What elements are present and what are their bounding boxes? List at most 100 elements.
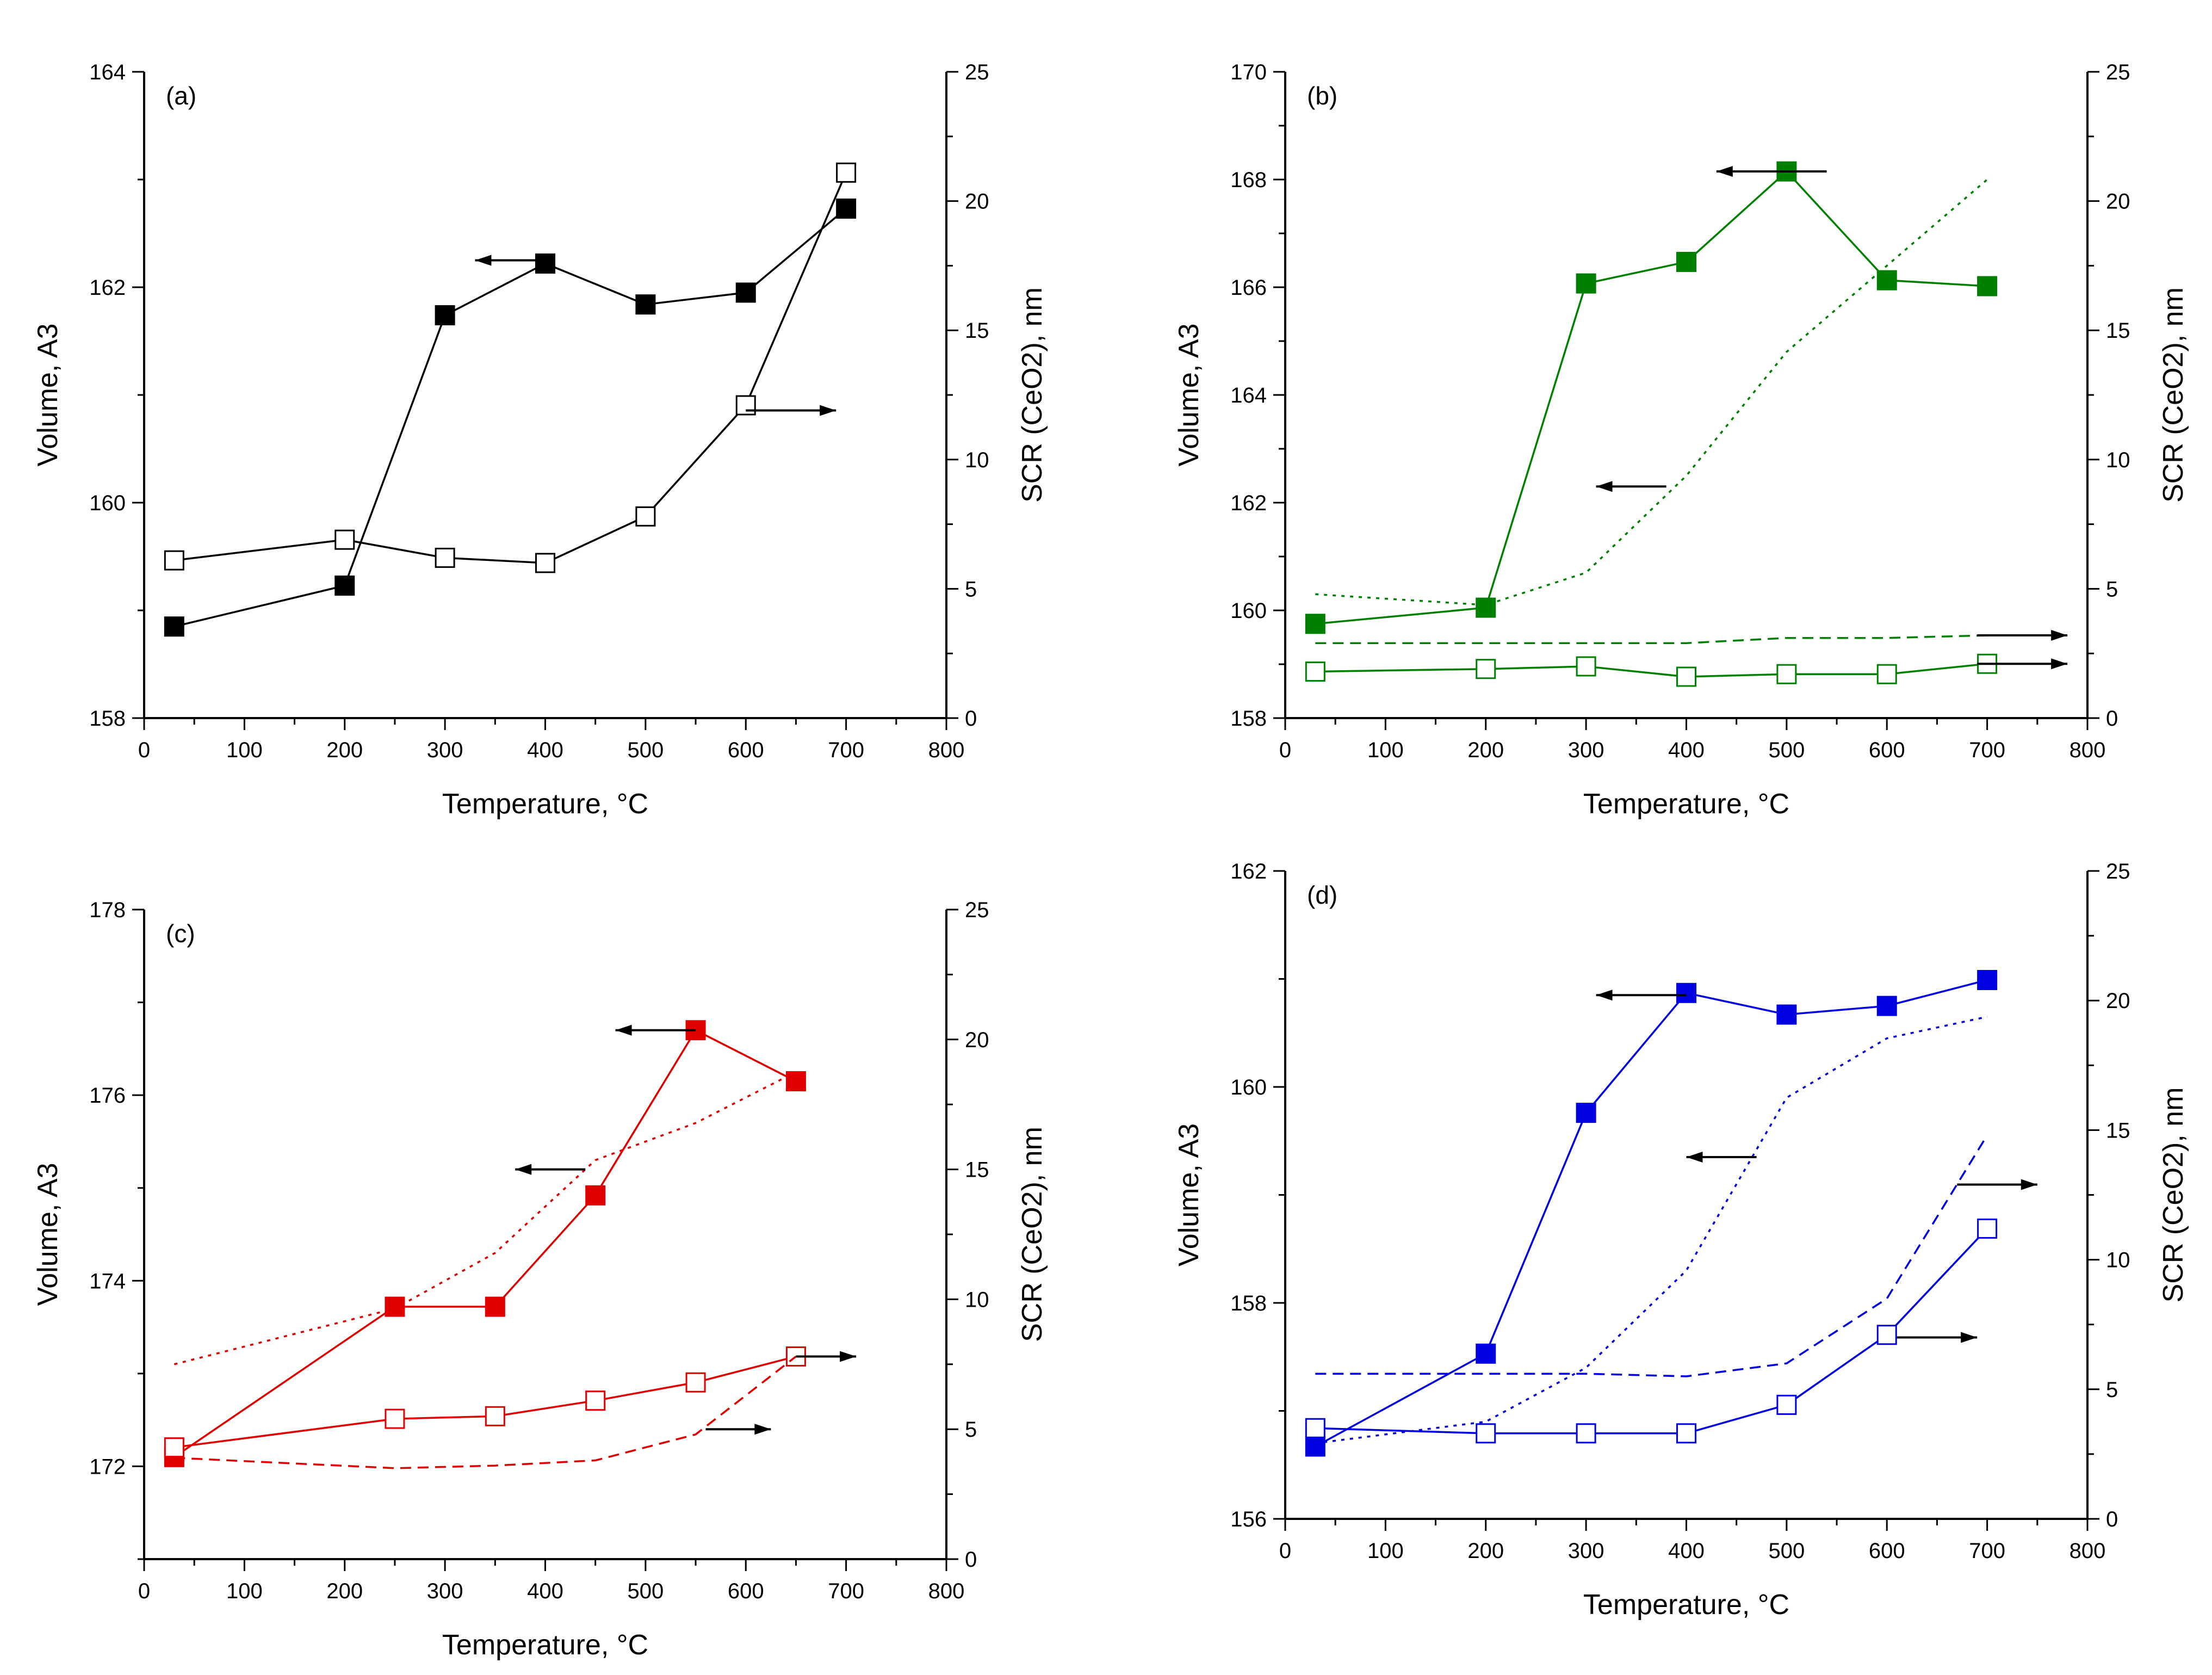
y-tick-label: 174	[89, 1269, 126, 1293]
arrow-left-icon	[1686, 1152, 1703, 1163]
data-point-open	[164, 1437, 184, 1458]
x-tick-label: 200	[1467, 1539, 1504, 1563]
series-line-dotted-left	[1315, 178, 1988, 606]
series-line-dotted-left	[1315, 1016, 1987, 1444]
arrow-right-icon	[2021, 1179, 2037, 1190]
data-point-filled	[1977, 969, 1998, 990]
arrow-right-icon	[2051, 629, 2068, 641]
y2-axis-title: SCR (CeO2), nm	[1017, 1127, 1048, 1342]
x-tick-label: 0	[138, 738, 150, 762]
panel-d: 0 100 200 300 400 500 600 700 800 156 158 160 162 0 5 1…	[1173, 860, 2189, 1621]
data-point-open	[1476, 1423, 1496, 1444]
x-axis-title: Temperature, °C	[1583, 788, 1789, 820]
x-tick-label: 800	[2070, 738, 2106, 762]
y2-tick-label: 25	[2106, 60, 2130, 84]
data-point-filled	[1576, 1103, 1596, 1123]
arrow-left-icon	[1596, 990, 1613, 1001]
y2-axis-title: SCR (CeO2), nm	[2158, 1087, 2189, 1303]
y-axis-title: Volume, A3	[32, 323, 64, 466]
data-point-filled	[485, 1296, 505, 1317]
y2-tick-label: 5	[965, 1418, 977, 1442]
x-tick-label: 600	[1869, 738, 1905, 762]
y-tick-label: 162	[1230, 860, 1267, 883]
series-line-solid-left	[174, 208, 847, 628]
y2-axis-title: SCR (CeO2), nm	[1017, 287, 1048, 503]
data-point-filled	[1476, 597, 1496, 618]
data-point-filled	[1305, 1436, 1325, 1457]
panel-label: (d)	[1307, 881, 1337, 909]
y-tick-label: 158	[1230, 1291, 1267, 1315]
arrow-right-icon	[840, 1351, 857, 1362]
y2-tick-label: 5	[2106, 1378, 2118, 1402]
x-tick-label: 300	[427, 738, 463, 762]
y-tick-label: 162	[1230, 491, 1267, 515]
arrow-right-icon	[2051, 658, 2068, 670]
data-point-open	[1476, 659, 1496, 679]
data-point-filled	[1876, 996, 1897, 1016]
y-tick-label: 158	[1230, 707, 1267, 731]
arrow-right-icon	[754, 1424, 771, 1435]
series-line-solid-left	[1315, 170, 1987, 625]
data-point-filled	[535, 253, 555, 274]
y2-tick-label: 0	[965, 1548, 977, 1572]
panel-label: (c)	[166, 919, 195, 948]
x-tick-label: 300	[427, 1579, 463, 1603]
data-point-filled	[1876, 270, 1897, 291]
y2-tick-label: 15	[965, 1158, 989, 1182]
panel-c: 0 100 200 300 400 500 600 700 800 172 174 176 178 0 5 1…	[32, 898, 1048, 1661]
x-tick-label: 400	[527, 1579, 563, 1603]
series-line-dashed-right	[174, 1356, 797, 1469]
series-line-solid-right	[174, 1355, 796, 1449]
arrow-right-icon	[1961, 1332, 1978, 1343]
arrow-left-icon	[1716, 166, 1733, 177]
x-tick-label: 500	[628, 738, 664, 762]
x-tick-label: 200	[326, 1579, 363, 1603]
data-point-filled	[1676, 251, 1696, 272]
y-tick-label: 156	[1230, 1507, 1267, 1531]
data-point-filled	[1977, 276, 1998, 296]
arrow-right-icon	[820, 405, 837, 416]
x-tick-label: 0	[1279, 738, 1291, 762]
y-tick-label: 158	[89, 707, 126, 731]
series-line-dotted-left	[174, 1071, 797, 1365]
data-point-filled	[1776, 1004, 1797, 1025]
data-point-open	[1977, 1218, 1998, 1239]
series-line-dashed-right	[1315, 634, 1987, 644]
arrow-left-icon	[515, 1164, 532, 1175]
data-point-open	[635, 506, 656, 527]
y2-tick-label: 20	[965, 1028, 989, 1052]
x-tick-label: 500	[1769, 1539, 1805, 1563]
panel-label: (a)	[166, 82, 196, 110]
y-tick-label: 168	[1230, 168, 1267, 192]
y2-tick-label: 5	[2106, 577, 2118, 601]
data-point-open	[385, 1408, 405, 1429]
y2-tick-label: 5	[965, 577, 977, 601]
x-tick-label: 500	[628, 1579, 664, 1603]
y-tick-label: 160	[1230, 599, 1267, 623]
x-tick-label: 300	[1568, 738, 1604, 762]
data-point-filled	[836, 198, 857, 219]
x-tick-label: 500	[1769, 738, 1805, 762]
y2-tick-label: 0	[2106, 707, 2118, 731]
x-tick-label: 400	[1668, 1539, 1705, 1563]
series-line-solid-right	[174, 172, 847, 564]
data-point-open	[836, 162, 857, 183]
arrow-left-icon	[1596, 481, 1613, 492]
y-tick-label: 166	[1230, 276, 1267, 300]
data-point-open	[735, 395, 756, 416]
data-point-filled	[785, 1071, 806, 1092]
x-tick-label: 600	[728, 738, 764, 762]
data-point-open	[334, 529, 355, 550]
arrow-left-icon	[475, 255, 492, 266]
panel-label: (b)	[1307, 82, 1337, 110]
y2-tick-label: 10	[2106, 1248, 2130, 1272]
data-point-filled	[334, 575, 355, 596]
x-tick-label: 800	[928, 1579, 965, 1603]
y2-tick-label: 25	[965, 60, 989, 84]
data-point-open	[1676, 1423, 1696, 1444]
x-axis-title: Temperature, °C	[442, 1629, 648, 1661]
y2-tick-label: 0	[2106, 1507, 2118, 1531]
x-tick-label: 300	[1568, 1539, 1604, 1563]
x-tick-label: 100	[1367, 1539, 1404, 1563]
